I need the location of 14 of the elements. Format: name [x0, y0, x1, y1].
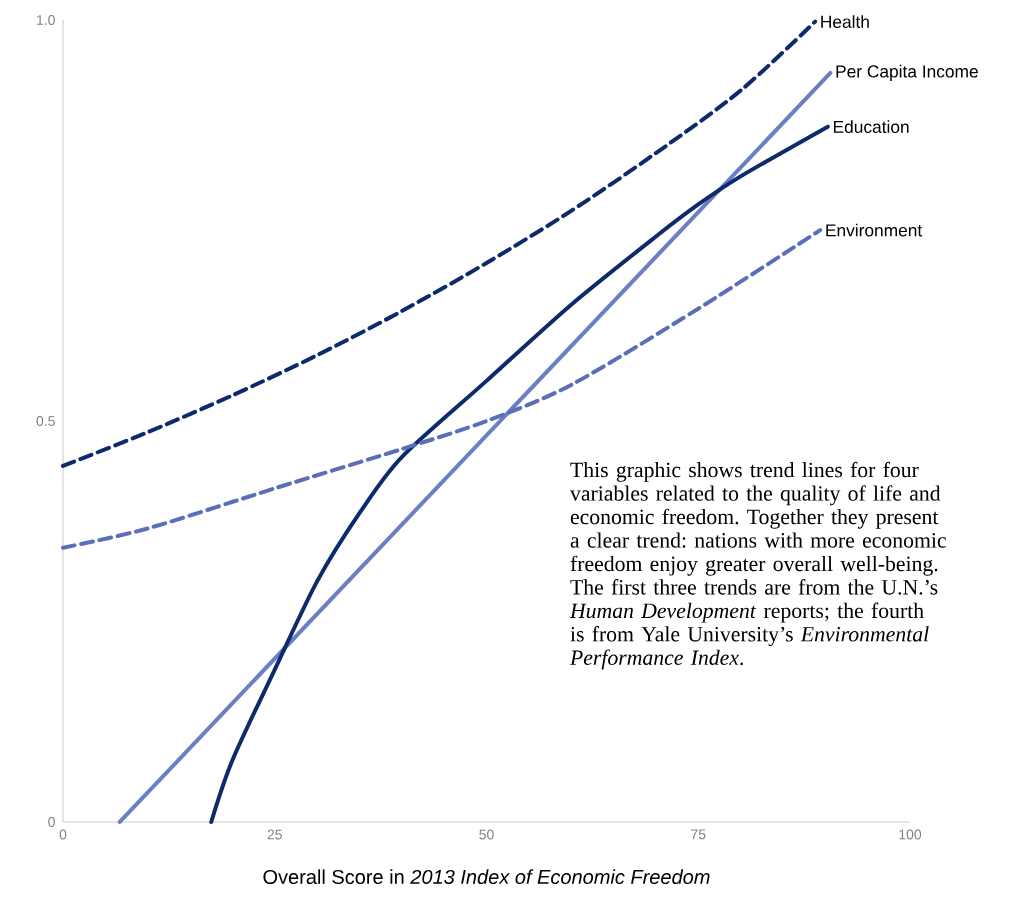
series-label: Health	[821, 15, 869, 28]
x-tick-label: 75	[691, 829, 706, 840]
series-label: Education	[833, 120, 909, 134]
x-axis-title: Overall Score in 2013 Index of Economic Freedom	[263, 869, 710, 885]
text: This graphic shows trend lines for four variables related to the quality of life and economic freedom. Together they present a clear trend: nations with more economic freedom enjoy greater overall well-being. The first three trends are from the U.N.’s Human Development reports; the fourth is from Yale University’s Environmental Performance Index.	[569, 461, 946, 670]
series-label: Per Capita Income	[836, 64, 978, 81]
y-tick-label: 1.0	[37, 15, 55, 25]
x-tick-label: 25	[267, 829, 282, 840]
y-tick-label: 0	[48, 817, 55, 827]
x-tick-label: 0	[59, 829, 67, 840]
y-tick-label: 0.5	[36, 416, 55, 426]
x-tick-label: 100	[899, 829, 922, 840]
series-label: Environment	[826, 223, 923, 237]
x-tick-label: 50	[479, 829, 494, 840]
